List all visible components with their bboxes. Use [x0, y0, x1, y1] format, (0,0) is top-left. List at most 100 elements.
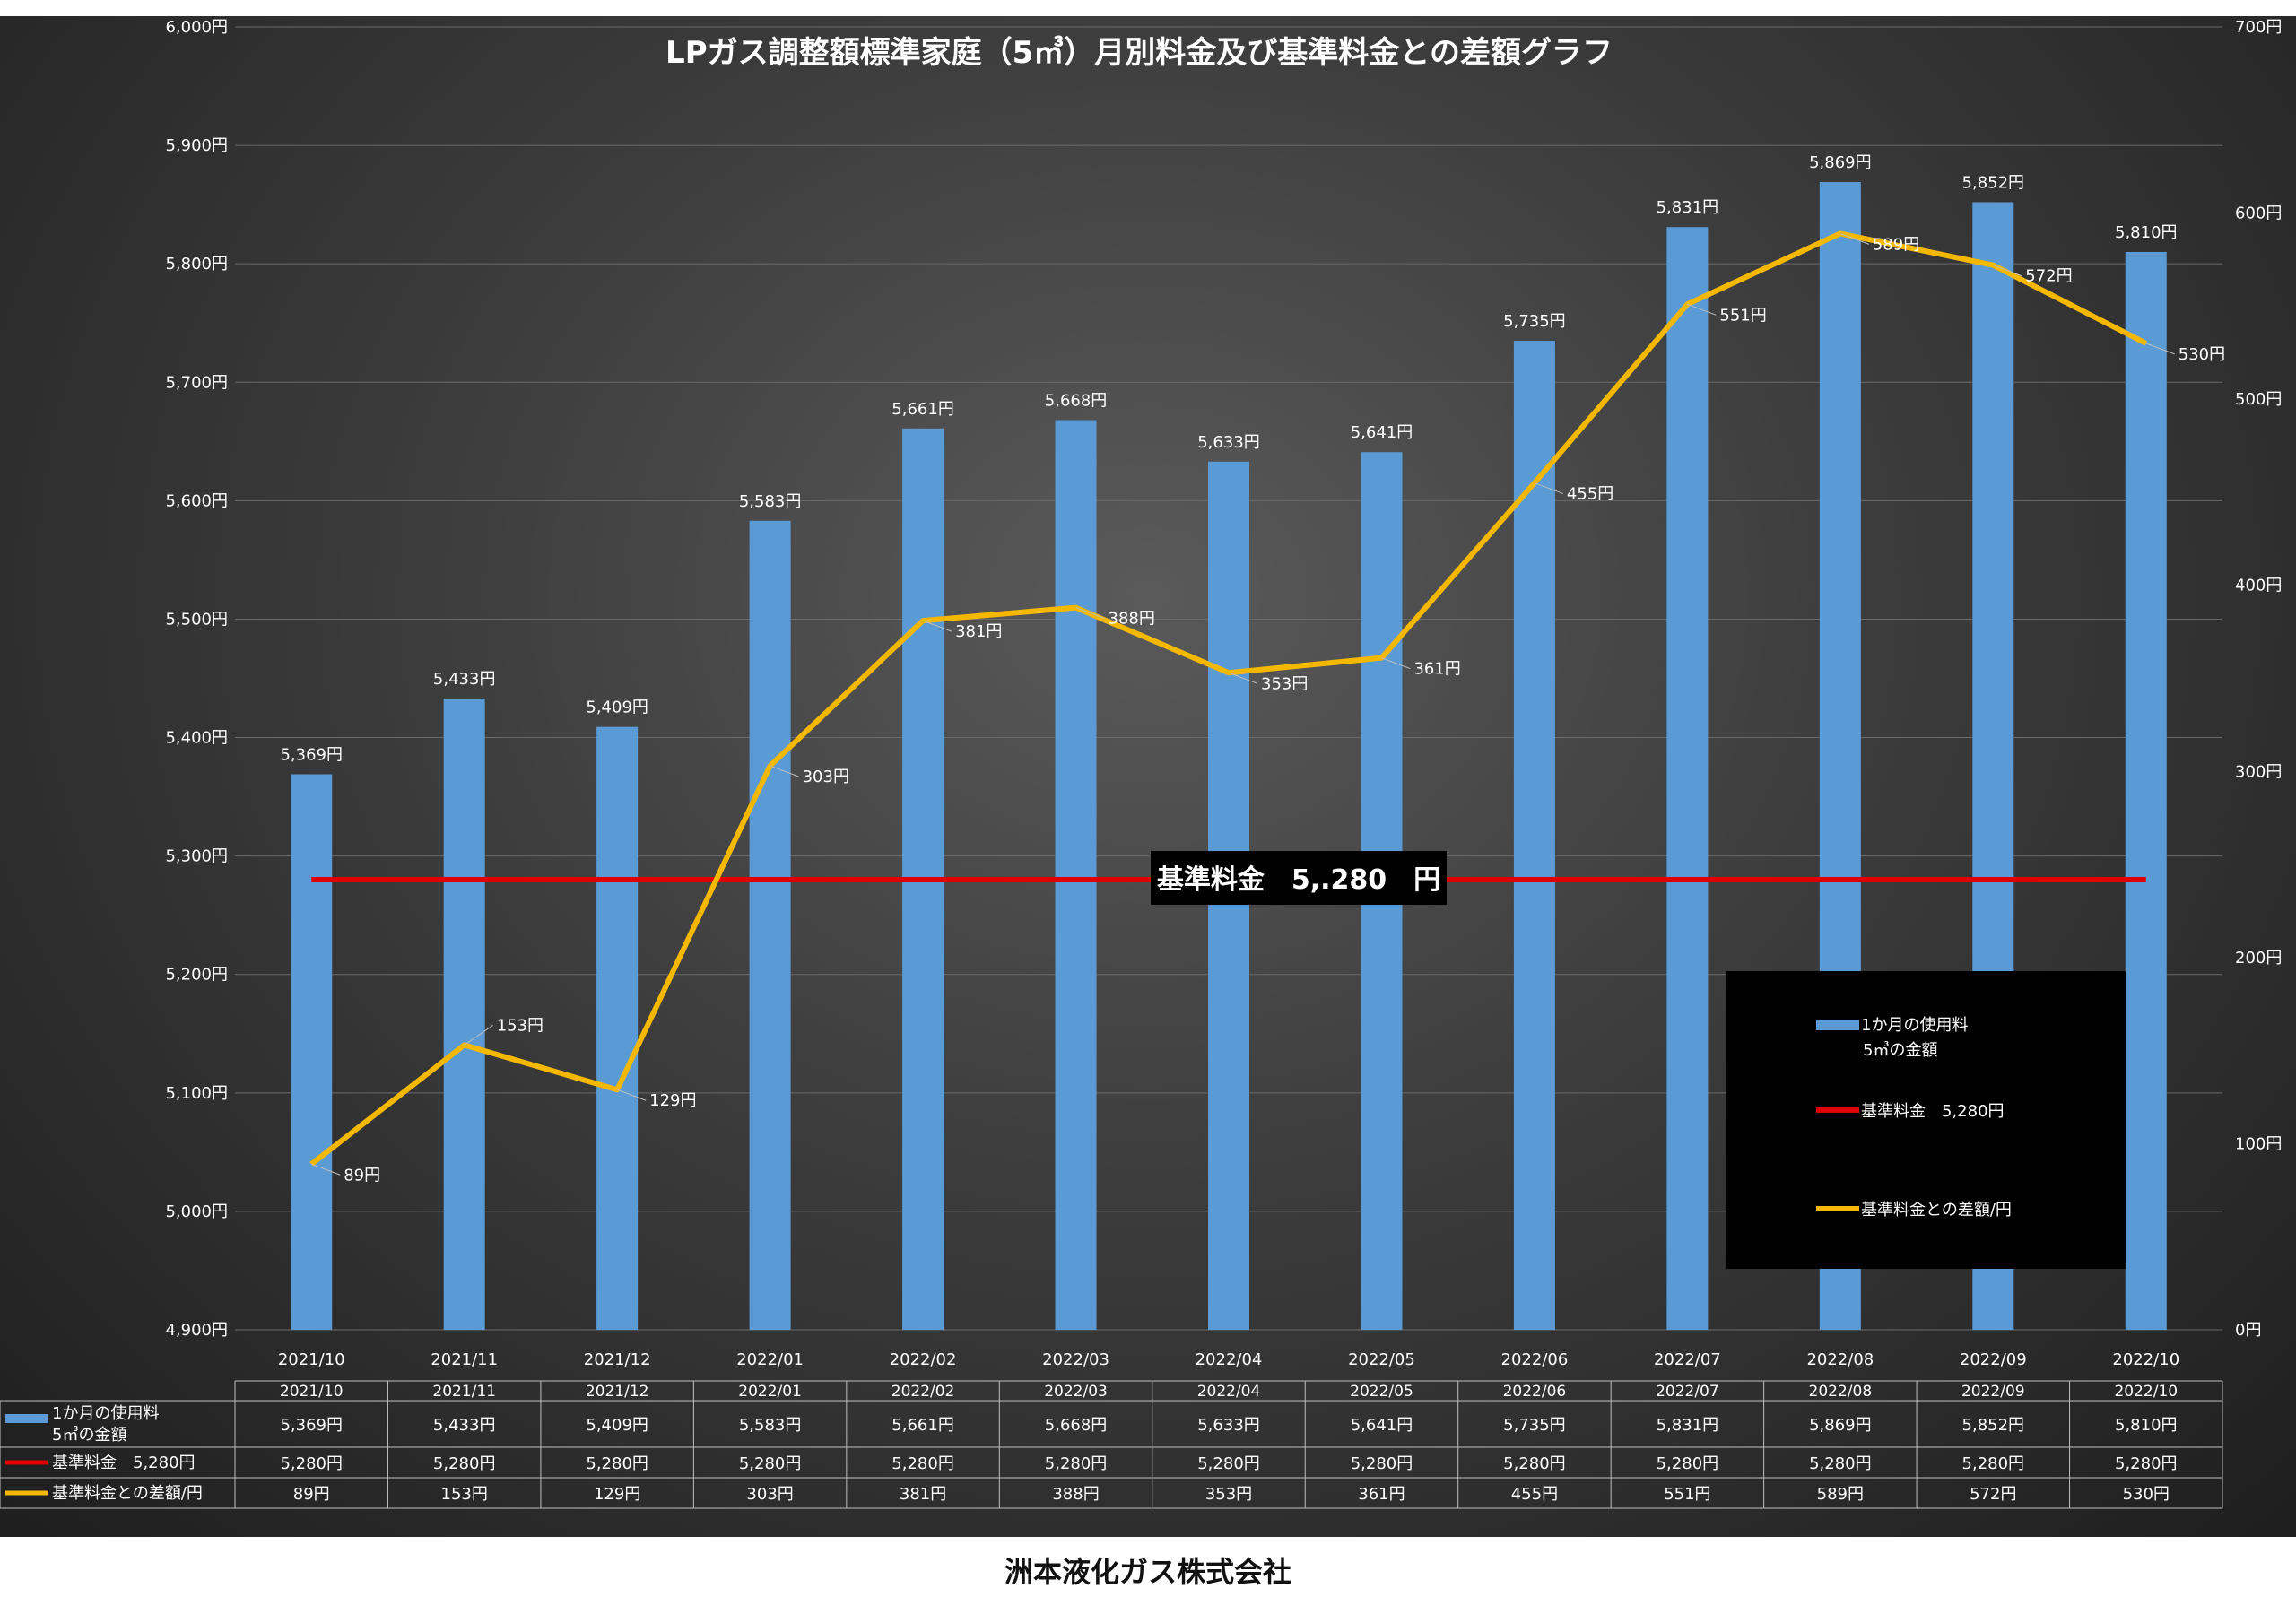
table-cell: 5,280円	[1962, 1454, 2025, 1473]
y-left-tick-label: 4,900円	[165, 1321, 228, 1340]
y-right-tick-label: 700円	[2235, 18, 2282, 37]
bar	[2125, 251, 2167, 1331]
table-header-cell: 2022/01	[738, 1383, 802, 1401]
legend-swatch-bar	[1816, 1020, 1859, 1030]
table-cell: 5,735円	[1503, 1416, 1566, 1435]
table-cell: 5,668円	[1045, 1416, 1108, 1435]
table-header-cell: 2022/08	[1809, 1383, 1873, 1401]
bar-data-label: 5,869円	[1809, 153, 1872, 172]
x-tick-label: 2021/12	[584, 1350, 651, 1369]
x-tick-label: 2022/04	[1196, 1350, 1263, 1369]
table-header-cell: 2021/11	[432, 1383, 496, 1401]
table-cell: 353円	[1205, 1485, 1252, 1504]
legend-label-bar: 1か月の使用料 5㎥の金額	[1861, 1016, 1968, 1060]
y-right-tick-label: 500円	[2235, 390, 2282, 409]
data-label-leader	[1839, 232, 1870, 245]
table-header-cell: 2022/04	[1197, 1383, 1261, 1401]
bar	[1666, 227, 1709, 1330]
x-tick-label: 2022/03	[1042, 1350, 1109, 1369]
table-cell: 5,583円	[739, 1416, 802, 1435]
line-data-label: 153円	[497, 1016, 544, 1035]
x-tick-label: 2021/11	[430, 1350, 498, 1369]
table-cell: 381円	[900, 1485, 946, 1504]
line-data-label: 129円	[649, 1091, 696, 1110]
table-cell: 5,810円	[2115, 1416, 2178, 1435]
y-right-tick-label: 100円	[2235, 1134, 2282, 1153]
legend-label-reference: 基準料金 5,280円	[1861, 1102, 2005, 1121]
table-row-label-line: 基準料金 5,280円	[52, 1454, 196, 1472]
table-header-cell: 2022/02	[891, 1383, 955, 1401]
table-cell: 89円	[293, 1485, 330, 1504]
data-label-leader	[1075, 607, 1105, 620]
line-data-label: 361円	[1413, 660, 1460, 679]
table-cell: 455円	[1511, 1485, 1558, 1504]
table-row-label: 基準料金との差額/円	[52, 1484, 203, 1503]
data-label-leader	[770, 765, 799, 777]
table-cell: 5,280円	[1197, 1454, 1260, 1473]
x-tick-label: 2022/08	[1806, 1350, 1874, 1369]
table-row-label: 1か月の使用料 5㎥の金額	[52, 1404, 159, 1445]
y-left-tick-label: 5,800円	[165, 255, 228, 273]
x-tick-label: 2022/01	[736, 1350, 804, 1369]
table-cell: 551円	[1664, 1485, 1710, 1504]
y-left-tick-label: 5,700円	[165, 373, 228, 392]
bar-data-label: 5,633円	[1197, 433, 1260, 452]
x-tick-label: 2021/10	[278, 1350, 345, 1369]
table-cell: 5,280円	[586, 1454, 648, 1473]
data-label-leader	[2145, 343, 2175, 355]
y-left-tick-label: 5,400円	[165, 729, 228, 748]
table-cell: 5,409円	[586, 1416, 648, 1435]
legend	[1726, 971, 2126, 1269]
table-cell: 5,661円	[891, 1416, 954, 1435]
table-cell: 5,831円	[1657, 1416, 1719, 1435]
line-data-label: 530円	[2179, 345, 2225, 364]
legend-label-line: 5㎥の金額	[1863, 1041, 1937, 1060]
x-tick-label: 2022/02	[890, 1350, 957, 1369]
data-label-leader	[1534, 482, 1564, 495]
y-right-tick-label: 200円	[2235, 949, 2282, 968]
bar-data-label: 5,668円	[1045, 392, 1108, 411]
bar-data-label: 5,409円	[586, 699, 648, 717]
legend-label-difference: 基準料金との差額/円	[1861, 1201, 2012, 1219]
table-cell: 5,280円	[1657, 1454, 1719, 1473]
x-tick-label: 2022/10	[2112, 1350, 2179, 1369]
table-header-cell: 2021/10	[280, 1383, 344, 1401]
y-left-tick-label: 5,000円	[165, 1202, 228, 1221]
bar-data-label: 5,735円	[1503, 312, 1566, 331]
y-right-tick-label: 600円	[2235, 204, 2282, 223]
table-cell: 5,280円	[1351, 1454, 1413, 1473]
bar-data-label: 5,831円	[1657, 198, 1719, 217]
table-cell: 572円	[1970, 1485, 2016, 1504]
table-row-label-line: 基準料金との差額/円	[52, 1484, 203, 1503]
y-right-tick-label: 300円	[2235, 762, 2282, 781]
y-left-tick-label: 5,200円	[165, 966, 228, 985]
line-data-label: 381円	[955, 622, 1002, 641]
table-header-cell: 2021/12	[586, 1383, 649, 1401]
chart-svg: 4,900円 5,000円 5,100円 5,200円 5,300円 5,400円 5,50…	[0, 18, 2282, 1509]
bar-data-label: 5,583円	[739, 492, 802, 511]
bar	[596, 726, 639, 1330]
table-row-label-line: 1か月の使用料	[52, 1404, 159, 1423]
data-label-leader	[1993, 265, 2022, 277]
table-cell: 361円	[1358, 1485, 1405, 1504]
bar-data-label: 5,810円	[2115, 223, 2178, 242]
bar-data-label: 5,369円	[280, 745, 343, 764]
data-label-leader	[616, 1089, 647, 1101]
table-header-cell: 2022/10	[2114, 1383, 2178, 1401]
line-data-label: 551円	[1719, 306, 1766, 325]
bar	[291, 774, 333, 1330]
x-tick-label: 2022/09	[1960, 1350, 2027, 1369]
table-cell: 5,633円	[1197, 1416, 1260, 1435]
bar	[749, 520, 791, 1330]
bar-data-label: 5,661円	[891, 400, 954, 419]
table-cell: 5,280円	[2115, 1454, 2178, 1473]
table-cell: 5,369円	[280, 1416, 343, 1435]
y-right-tick-label: 400円	[2235, 577, 2282, 595]
table-cell: 530円	[2123, 1485, 2170, 1504]
table-cell: 5,280円	[739, 1454, 802, 1473]
table-header-cell: 2022/09	[1961, 1383, 2025, 1401]
bar	[443, 698, 485, 1330]
table-row-label: 基準料金 5,280円	[52, 1454, 196, 1472]
y-left-tick-label: 6,000円	[165, 18, 228, 37]
table-cell: 388円	[1052, 1485, 1099, 1504]
